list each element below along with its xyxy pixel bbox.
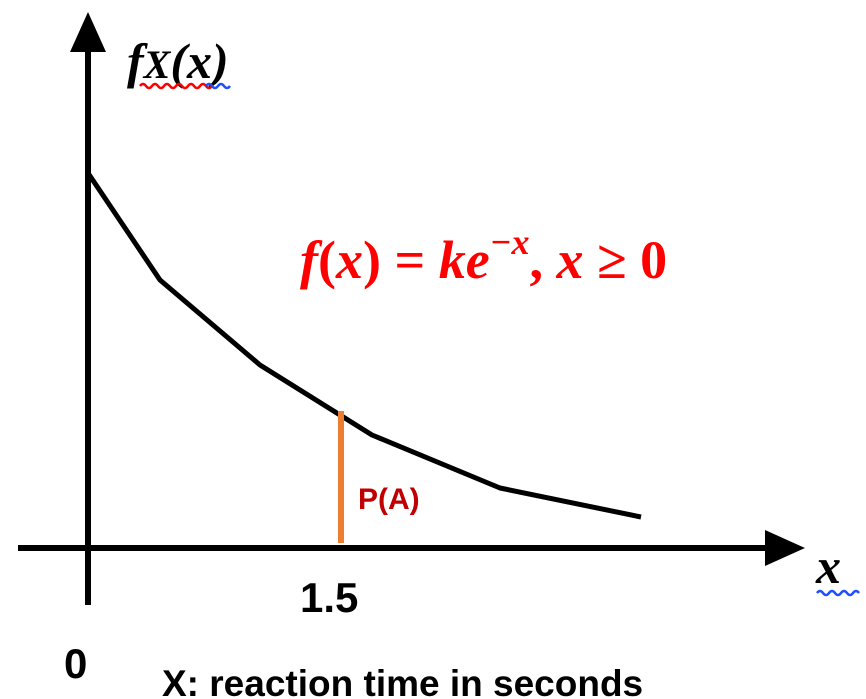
density-equation: f(x) = ke−x, x ≥ 0 bbox=[300, 222, 667, 290]
x-axis-arrowhead bbox=[765, 530, 805, 566]
density-curve bbox=[85, 171, 642, 520]
caption: X: reaction time in seconds bbox=[162, 663, 643, 699]
area-label: P(A) bbox=[358, 483, 420, 516]
marker-value-label: 1.5 bbox=[300, 574, 358, 621]
origin-label: 0 bbox=[64, 640, 87, 687]
spellcheck-underline-blue bbox=[205, 82, 231, 90]
spellcheck-underline-blue-x bbox=[816, 589, 860, 597]
spellcheck-underline-red bbox=[139, 82, 213, 90]
y-axis-label: fX(x) bbox=[127, 33, 229, 89]
y-axis-arrowhead bbox=[70, 12, 106, 52]
x-axis-label: x bbox=[815, 538, 841, 594]
